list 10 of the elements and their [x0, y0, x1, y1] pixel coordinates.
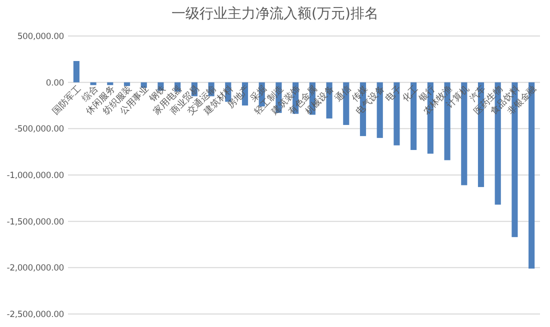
- x-tick-label: 通信: [332, 84, 354, 104]
- y-tick-label: -500,000.00: [14, 124, 64, 135]
- chart-title: 一级行业主力净流入额(万元)排名: [172, 6, 378, 22]
- y-tick-label: 500,000.00: [17, 32, 64, 42]
- y-tick-label: -1,000,000.00: [6, 171, 64, 181]
- y-tick-label: -2,000,000.00: [6, 264, 64, 274]
- y-tick-label: -2,500,000.00: [6, 310, 64, 320]
- y-tick-label: -1,500,000.00: [6, 217, 64, 228]
- x-tick-label: 电子: [383, 84, 404, 104]
- y-tick-label: 0.00: [46, 78, 64, 88]
